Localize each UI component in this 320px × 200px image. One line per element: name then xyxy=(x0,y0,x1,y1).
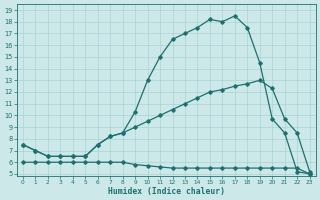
X-axis label: Humidex (Indice chaleur): Humidex (Indice chaleur) xyxy=(108,187,225,196)
